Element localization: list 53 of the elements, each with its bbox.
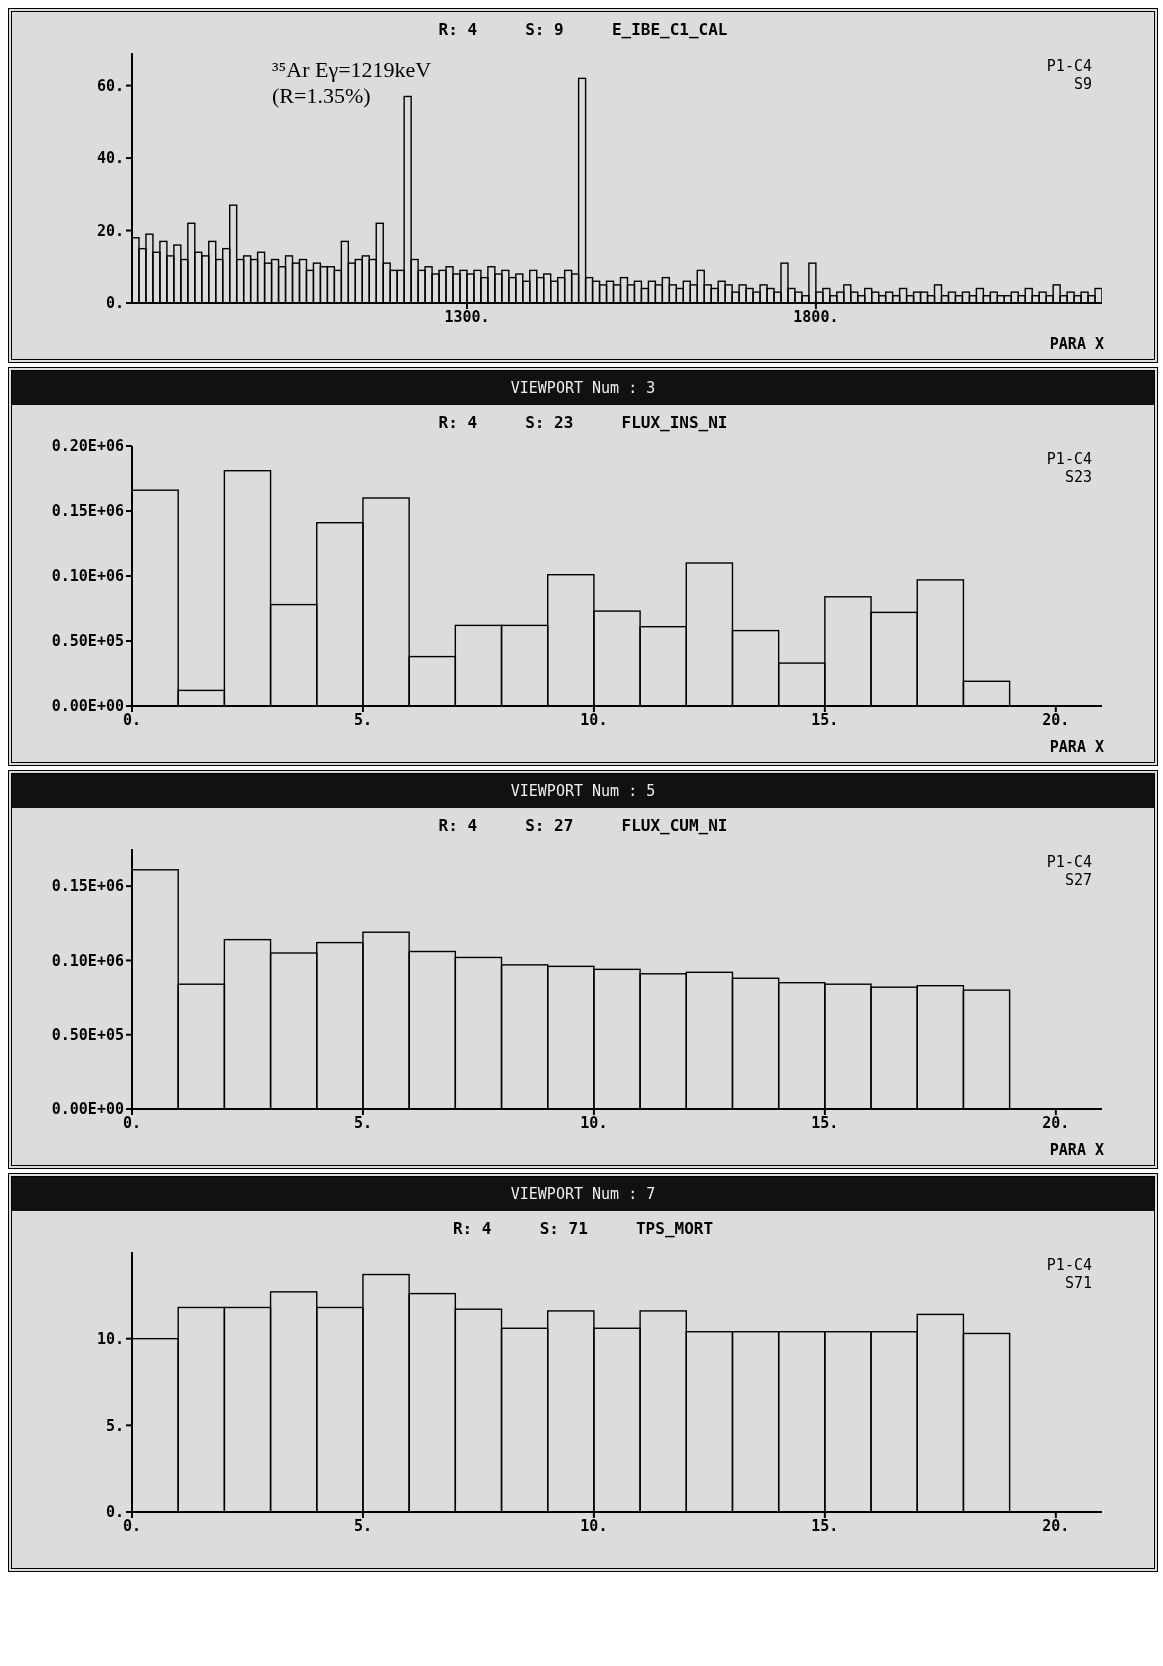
chart-title: R: 4 S: 23 FLUX_INS_NI: [437, 412, 729, 434]
x-tick-label: 20.: [1042, 710, 1070, 729]
chart-title: R: 4 S: 27 FLUX_CUM_NI: [437, 815, 729, 837]
annotation: P1-C4: [1046, 853, 1092, 871]
x-axis-title: PARA X: [1049, 738, 1104, 756]
x-tick-label: 1300.: [444, 307, 490, 326]
y-tick-label: 0.15E+06: [51, 877, 124, 896]
chart-title: R: 4 S: 71 TPS_MORT: [451, 1218, 715, 1240]
x-tick-label: 20.: [1042, 1516, 1070, 1535]
chart-subtitle: VIEWPORT Num : 7: [12, 1177, 1154, 1211]
annotation: P1-C4: [1046, 57, 1092, 75]
annotation: S27: [1063, 871, 1092, 889]
y-tick-label: 20.: [96, 221, 124, 240]
x-tick-label: 15.: [811, 1516, 839, 1535]
chart-title: R: 4 S: 9 E_IBE_C1_CAL: [437, 19, 729, 41]
y-tick-label: 5.: [105, 1416, 124, 1435]
annotation: P1-C4: [1046, 450, 1092, 468]
x-tick-label: 10.: [580, 710, 608, 729]
x-tick-label: 10.: [580, 1113, 608, 1132]
x-tick-label: 10.: [580, 1516, 608, 1535]
annotation: S9: [1072, 75, 1092, 93]
x-tick-label: 1800.: [793, 307, 839, 326]
x-axis-title: PARA X: [1049, 1141, 1104, 1159]
y-tick-label: 40.: [96, 149, 124, 168]
annotation: P1-C4: [1046, 1256, 1092, 1274]
x-tick-label: 20.: [1042, 1113, 1070, 1132]
y-tick-label: 0.00E+00: [51, 1100, 124, 1119]
y-tick-label: 0.: [105, 1503, 124, 1522]
x-tick-label: 5.: [353, 1113, 372, 1132]
x-tick-label: 5.: [353, 1516, 372, 1535]
x-tick-label: 0.: [122, 710, 142, 729]
chart-subtitle: VIEWPORT Num : 5: [12, 774, 1154, 808]
annotation: ³⁵Ar Eγ=1219keV: [272, 57, 432, 83]
y-tick-label: 0.10E+06: [51, 951, 124, 970]
y-tick-label: 0.: [105, 294, 124, 313]
x-axis-title: PARA X: [1049, 335, 1104, 353]
y-tick-label: 0.50E+05: [51, 1026, 124, 1045]
y-tick-label: 0.10E+06: [51, 567, 124, 586]
y-tick-label: 0.15E+06: [51, 502, 124, 521]
y-tick-label: 10.: [96, 1329, 124, 1348]
y-tick-label: 60.: [96, 76, 124, 95]
x-tick-label: 0.: [122, 1516, 142, 1535]
x-tick-label: 15.: [811, 710, 839, 729]
x-tick-label: 15.: [811, 1113, 839, 1132]
annotation: S23: [1063, 468, 1092, 486]
y-tick-label: 0.00E+00: [51, 697, 124, 716]
x-tick-label: 0.: [122, 1113, 142, 1132]
y-tick-label: 0.20E+06: [51, 437, 124, 456]
annotation: S71: [1063, 1274, 1092, 1292]
annotation: (R=1.35%): [272, 83, 372, 109]
y-tick-label: 0.50E+05: [51, 632, 124, 651]
chart-subtitle: VIEWPORT Num : 3: [12, 371, 1154, 405]
x-tick-label: 5.: [353, 710, 372, 729]
